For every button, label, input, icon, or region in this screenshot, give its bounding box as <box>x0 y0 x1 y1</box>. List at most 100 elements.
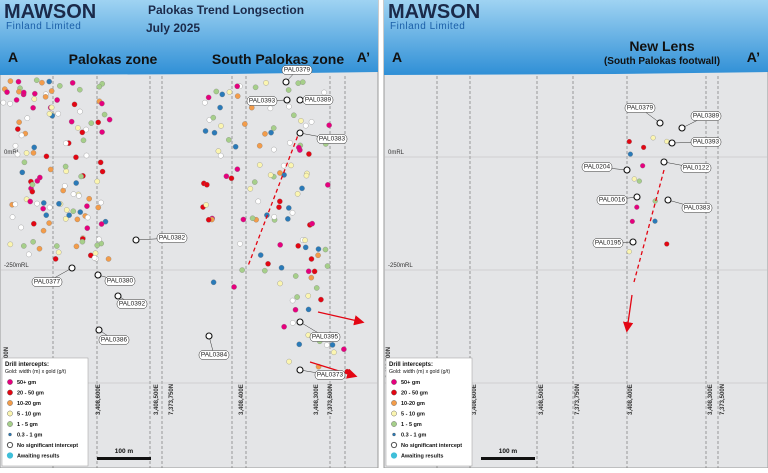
intercept-dot <box>631 176 637 182</box>
hole-label: PAL0379 <box>284 67 311 74</box>
intercept-dot <box>251 179 258 185</box>
intercept-dot <box>94 242 100 249</box>
intercept-dot <box>247 186 254 192</box>
intercept-dot <box>296 144 302 151</box>
intercept-dot <box>226 137 232 143</box>
legend-label: 20 - 50 gm <box>401 391 428 397</box>
intercept-dot <box>0 99 7 106</box>
hole-label-box <box>314 370 346 380</box>
legend-swatch <box>7 389 13 396</box>
hole-label-box <box>246 96 278 106</box>
intercept-dot <box>60 187 66 194</box>
intercept-dot <box>237 241 243 247</box>
intercept-dot <box>302 122 309 129</box>
intercept-dot <box>52 256 59 262</box>
intercept-dot <box>66 212 72 218</box>
intercept-dot <box>305 268 312 275</box>
intercept-dot <box>99 168 106 175</box>
hole-label-box <box>198 350 230 360</box>
intercept-dot <box>299 185 305 192</box>
intercept-dot <box>18 224 24 231</box>
intercept-dot <box>215 148 222 154</box>
section-end: A’ <box>747 49 760 65</box>
intercept-dot <box>27 198 33 205</box>
trend-line <box>247 129 301 267</box>
intercept-dot <box>36 245 43 252</box>
intercept-dot <box>18 132 25 139</box>
intercept-dot <box>73 154 79 161</box>
intercept-dot <box>62 216 69 222</box>
intercept-dot <box>217 152 224 159</box>
hole-label: PAL0383 <box>319 136 346 143</box>
intercept-dot <box>210 114 217 121</box>
coordinate-label: 3,408,300E <box>314 384 320 415</box>
intercept-dot <box>308 119 315 125</box>
intercept-dot <box>203 202 209 208</box>
intercept-dot <box>257 162 263 168</box>
coordinate-label: 3,408,500E <box>154 384 160 415</box>
hole-label: PAL0383 <box>684 205 711 212</box>
legend-label: 50+ gm <box>17 380 36 386</box>
intercept-dot <box>99 100 105 107</box>
panel: 0mRL-250mRL-500mRL3,408,700N7,374,000N3,… <box>0 0 379 469</box>
intercept-dot <box>76 193 82 199</box>
zone-label: Palokas zone <box>69 51 158 67</box>
intercept-dot <box>318 296 324 303</box>
trend-arrow <box>622 294 634 333</box>
intercept-dot <box>276 204 282 210</box>
intercept-dot <box>105 256 112 262</box>
intercept-dot <box>231 284 237 290</box>
intercept-dot <box>265 261 271 267</box>
intercept-dot <box>234 83 240 89</box>
hole-end <box>296 129 304 137</box>
legend-subtitle: Gold: width (m) x gold (g/t) <box>5 369 66 375</box>
intercept-dot <box>213 88 220 95</box>
legend-swatch <box>8 432 12 437</box>
intercept-dot <box>98 199 104 206</box>
intercept-dot <box>303 172 310 179</box>
intercept-dot <box>41 200 47 206</box>
intercept-dot <box>40 205 46 212</box>
zone-label: (South Palokas footwall) <box>604 56 720 67</box>
intercept-dot <box>650 135 656 141</box>
intercept-dot <box>68 118 75 125</box>
intercept-dot <box>63 168 69 174</box>
logo: MAWSON <box>4 1 96 23</box>
intercept-dot <box>75 125 81 131</box>
intercept-dot <box>46 111 53 117</box>
intercept-dot <box>34 200 40 207</box>
intercept-dot <box>234 93 241 99</box>
intercept-dot <box>83 126 89 133</box>
intercept-dot <box>91 255 98 261</box>
intercept-dot <box>31 144 37 151</box>
coordinate-label: 3,408,300E <box>708 384 714 415</box>
intercept-dot <box>652 198 658 204</box>
hole-end <box>282 78 290 86</box>
legend-label: 50+ gm <box>401 380 420 386</box>
hole-label: PAL0395 <box>312 334 339 341</box>
intercept-dot <box>47 166 54 173</box>
intercept-dot <box>88 120 95 126</box>
level-label: -250mRL <box>388 263 413 269</box>
intercept-dot <box>640 163 646 169</box>
hole-label-box <box>596 195 628 205</box>
intercept-dot <box>31 220 37 227</box>
intercept-dot <box>48 88 55 94</box>
intercept-dot <box>62 183 68 189</box>
intercept-dot <box>74 216 81 223</box>
intercept-dot <box>240 216 247 223</box>
intercept-dot <box>626 249 632 255</box>
scale-label: 100 m <box>115 448 134 455</box>
intercept-dot <box>223 173 230 179</box>
hole-label-box <box>302 95 334 105</box>
intercept-dot <box>634 204 640 210</box>
intercept-dot <box>55 249 62 256</box>
legend-swatch <box>392 432 396 437</box>
logo-subtitle: Finland Limited <box>390 21 465 32</box>
intercept-dot <box>73 243 80 250</box>
intercept-dot <box>211 129 218 136</box>
hole-label: PAL0392 <box>119 301 146 308</box>
intercept-dot <box>12 201 19 208</box>
coordinate-label: 7,373,750N <box>575 384 581 415</box>
